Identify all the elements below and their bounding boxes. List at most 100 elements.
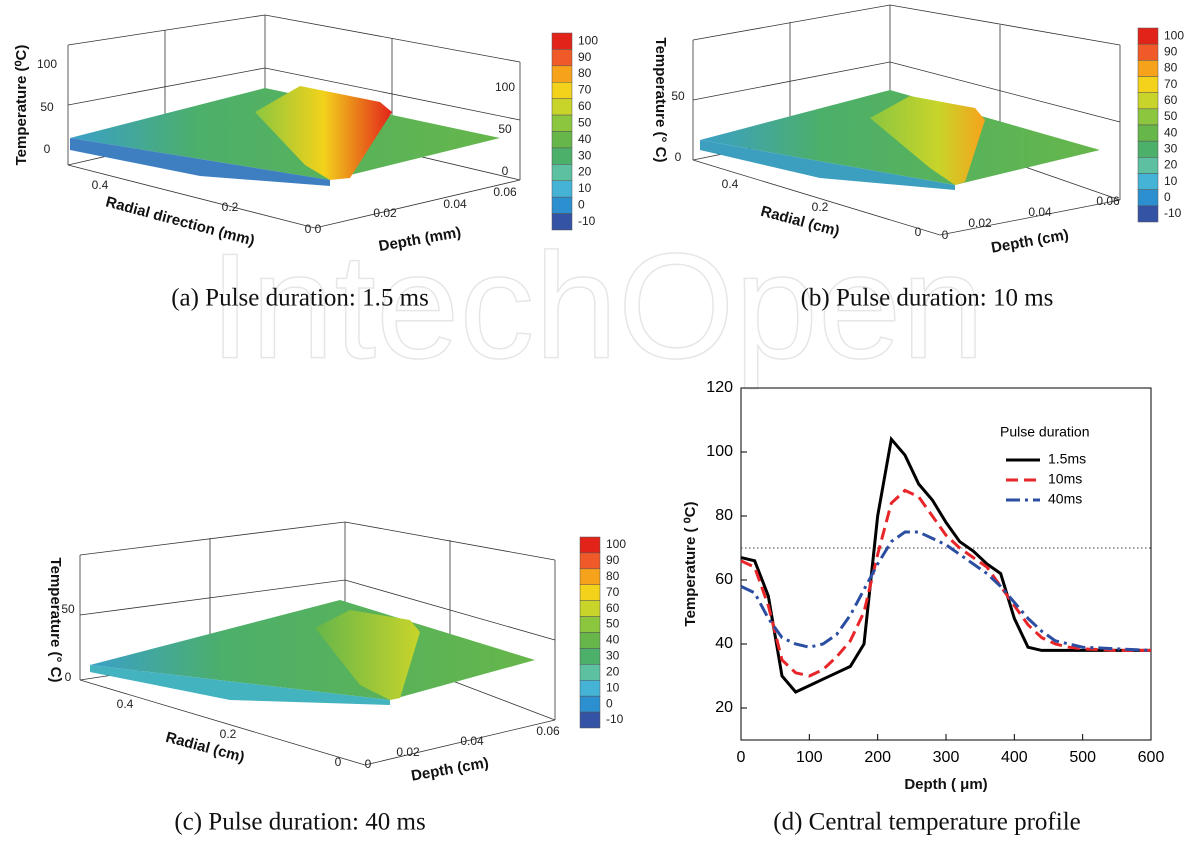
colorbar-label: 30 bbox=[1164, 141, 1178, 155]
colorbar-label: 100 bbox=[578, 33, 598, 47]
caption: (c) Pulse duration: 40 ms bbox=[174, 809, 425, 836]
tick-label: 50 bbox=[498, 122, 512, 136]
colorbar-cell bbox=[551, 114, 573, 132]
tick-label: 0.4 bbox=[722, 177, 739, 191]
legend-label: 1.5ms bbox=[1048, 451, 1086, 467]
colorbar-label: 100 bbox=[606, 537, 626, 551]
colorbar-cell bbox=[1137, 173, 1159, 190]
x-tick-label: 500 bbox=[1069, 749, 1096, 766]
colorbar-label: 10 bbox=[578, 181, 592, 195]
colorbar-cell bbox=[579, 648, 601, 665]
colorbar-label: 90 bbox=[606, 553, 620, 567]
colorbar-label: 20 bbox=[606, 664, 620, 678]
colorbar-label: -10 bbox=[1164, 206, 1182, 220]
colorbar-cell bbox=[579, 600, 601, 617]
colorbar-cell bbox=[551, 32, 573, 50]
colorbar-label: -10 bbox=[606, 712, 624, 726]
colorbar-cell bbox=[1137, 124, 1159, 142]
tick-label: 0.2 bbox=[812, 200, 829, 214]
colorbar-label: 90 bbox=[578, 50, 592, 64]
colorbar-label: 10 bbox=[606, 680, 620, 694]
colorbar-cell bbox=[551, 49, 573, 67]
tick-label: 0.4 bbox=[92, 178, 109, 192]
caption: (b) Pulse duration: 10 ms bbox=[801, 285, 1054, 312]
colorbar-cell bbox=[551, 131, 573, 149]
colorbar-cell bbox=[579, 552, 601, 570]
colorbar-label: 50 bbox=[578, 115, 592, 129]
watermark: IntechOpen bbox=[209, 222, 985, 390]
x-tick-label: 100 bbox=[796, 749, 823, 766]
colorbar-label: 60 bbox=[606, 601, 620, 615]
colorbar-label: 10 bbox=[1164, 174, 1178, 188]
colorbar-label: 20 bbox=[1164, 158, 1178, 172]
y-tick-label: 20 bbox=[715, 699, 733, 716]
colorbar-cell bbox=[551, 98, 573, 116]
tick-label: 0.04 bbox=[460, 734, 484, 748]
colorbar-cell bbox=[551, 196, 573, 214]
caption: (d) Central temperature profile bbox=[773, 809, 1081, 836]
colorbar-label: 90 bbox=[1164, 44, 1178, 58]
colorbar-cell bbox=[579, 568, 601, 585]
tick-label: 0 bbox=[942, 228, 949, 242]
tick-label: 0.02 bbox=[396, 745, 420, 759]
colorbar-cell bbox=[1137, 189, 1159, 207]
panel-b-frame bbox=[692, 4, 1121, 236]
x-tick-label: 200 bbox=[864, 749, 891, 766]
tick-label: 0 bbox=[915, 225, 922, 239]
colorbar-label: 0 bbox=[606, 696, 613, 710]
colorbar-cell bbox=[551, 82, 573, 99]
colorbar-cell bbox=[551, 65, 573, 83]
panel-c-frame bbox=[79, 521, 556, 766]
tick-label: 0 bbox=[335, 755, 342, 769]
tick-label: 0 bbox=[305, 222, 312, 236]
colorbar-label: -10 bbox=[578, 214, 596, 228]
colorbar-cell bbox=[551, 180, 573, 198]
legend-label: 10ms bbox=[1048, 471, 1082, 487]
tick-label: 100 bbox=[495, 80, 515, 94]
y-axis-label: Temperature ( ⁰C) bbox=[682, 502, 699, 627]
colorbar-label: 40 bbox=[606, 633, 620, 647]
colorbar-cell bbox=[579, 711, 601, 729]
colorbar-label: 40 bbox=[578, 132, 592, 146]
series-line bbox=[740, 488, 1151, 678]
colorbar-label: 60 bbox=[578, 99, 592, 113]
x-tick-label: 400 bbox=[1001, 749, 1028, 766]
colorbar-label: 80 bbox=[578, 66, 592, 80]
colorbar-label: 70 bbox=[1164, 77, 1178, 91]
caption: (a) Pulse duration: 1.5 ms bbox=[171, 285, 429, 312]
tick-label: 0 bbox=[365, 757, 372, 771]
tick-label: 0.06 bbox=[536, 724, 560, 738]
colorbar-cell bbox=[1137, 76, 1159, 93]
colorbar-label: 30 bbox=[578, 148, 592, 162]
y-tick-label: 40 bbox=[715, 635, 733, 652]
tick-label: 0.2 bbox=[220, 727, 237, 741]
tick-label: 0 bbox=[65, 670, 72, 684]
tick-label: 0 bbox=[315, 222, 322, 236]
y-tick-label: 80 bbox=[715, 507, 733, 524]
colorbar-label: 100 bbox=[1164, 28, 1184, 42]
colorbar-label: 0 bbox=[1164, 190, 1171, 204]
y-tick-label: 60 bbox=[715, 571, 733, 588]
axis-label: Temperature (⁰C) bbox=[13, 45, 30, 166]
colorbar-label: 50 bbox=[1164, 109, 1178, 123]
y-tick-label: 100 bbox=[706, 443, 733, 460]
panel-a-frame bbox=[67, 14, 521, 229]
colorbar-label: 50 bbox=[606, 617, 620, 631]
colorbar-cell bbox=[1137, 92, 1159, 110]
tick-label: 0 bbox=[502, 164, 509, 178]
tick-label: 50 bbox=[671, 89, 685, 103]
colorbar-label: 40 bbox=[1164, 125, 1178, 139]
tick-label: 0.04 bbox=[1028, 205, 1052, 219]
axis-label: Temperature (° C) bbox=[652, 38, 669, 163]
y-tick-label: 120 bbox=[706, 379, 733, 396]
legend-label: 40ms bbox=[1048, 491, 1082, 507]
tick-label: 0.02 bbox=[968, 216, 992, 230]
colorbar-cell bbox=[579, 680, 601, 697]
colorbar-label: 80 bbox=[1164, 61, 1178, 75]
tick-label: 100 bbox=[37, 57, 57, 71]
x-tick-label: 300 bbox=[933, 749, 960, 766]
colorbar-cell bbox=[551, 147, 573, 165]
legend-title: Pulse duration bbox=[1000, 424, 1090, 440]
colorbar-label: 70 bbox=[578, 83, 592, 97]
colorbar-cell bbox=[1137, 157, 1159, 174]
